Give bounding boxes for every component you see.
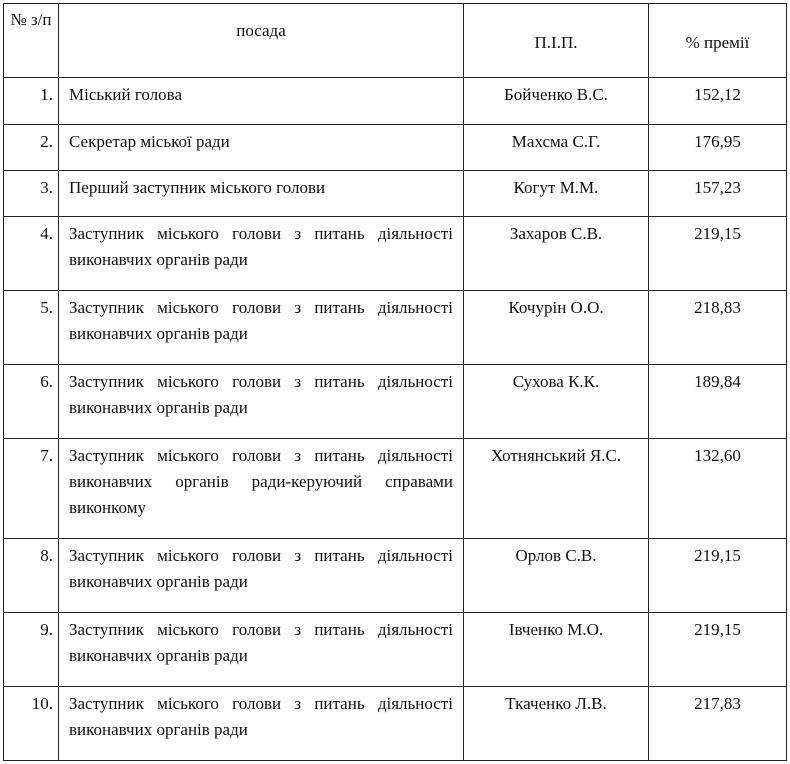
row-position: Заступник міського голови з питань діяль… bbox=[58, 438, 464, 539]
row-bonus: 219,15 bbox=[648, 612, 787, 687]
row-bonus: 218,83 bbox=[648, 290, 787, 365]
row-position: Секретар міської ради bbox=[58, 124, 464, 171]
header-bonus: % премії bbox=[648, 3, 787, 78]
row-num: 1. bbox=[3, 77, 59, 125]
row-num: 3. bbox=[3, 170, 59, 217]
row-num: 10. bbox=[3, 686, 59, 761]
row-num: 6. bbox=[3, 364, 59, 439]
table-row: 3. Перший заступник міського голови Когут … bbox=[3, 170, 787, 217]
row-num: 5. bbox=[3, 290, 59, 365]
row-position: Заступник міського голови з питань діяль… bbox=[58, 290, 464, 365]
table-row: 1. Міський голова Бойченко В.С. 152,12 bbox=[3, 77, 787, 125]
row-num: 9. bbox=[3, 612, 59, 687]
row-name: Когут М.М. bbox=[463, 170, 649, 217]
header-position: посада bbox=[58, 3, 464, 78]
table-row: 2. Секретар міської ради Махсма С.Г. 176,95 bbox=[3, 124, 787, 171]
table-row: 6. Заступник міського голови з питань дія… bbox=[3, 364, 787, 439]
row-bonus: 152,12 bbox=[648, 77, 787, 125]
row-bonus: 157,23 bbox=[648, 170, 787, 217]
row-bonus: 219,15 bbox=[648, 538, 787, 613]
table-row: 9. Заступник міського голови з питань дія… bbox=[3, 612, 787, 687]
row-name: Івченко М.О. bbox=[463, 612, 649, 687]
row-name: Сухова К.К. bbox=[463, 364, 649, 439]
header-num: № з/п bbox=[3, 3, 59, 78]
row-name: Махсма С.Г. bbox=[463, 124, 649, 171]
table-row: 7. Заступник міського голови з питань дія… bbox=[3, 438, 787, 539]
row-name: Хотнянський Я.С. bbox=[463, 438, 649, 539]
row-position: Міський голова bbox=[58, 77, 464, 125]
row-position: Заступник міського голови з питань діяль… bbox=[58, 612, 464, 687]
table-row: 4. Заступник міського голови з питань дія… bbox=[3, 216, 787, 291]
row-name: Бойченко В.С. bbox=[463, 77, 649, 125]
row-position: Заступник міського голови з питань діяль… bbox=[58, 686, 464, 761]
header-row: № з/п посада П.І.П. % премії bbox=[3, 3, 787, 78]
row-name: Ткаченко Л.В. bbox=[463, 686, 649, 761]
row-position: Заступник міського голови з питань діяль… bbox=[58, 216, 464, 291]
table-row: 10. Заступник міського голови з питань ді… bbox=[3, 686, 787, 761]
row-name: Кочурін О.О. bbox=[463, 290, 649, 365]
row-bonus: 132,60 bbox=[648, 438, 787, 539]
row-name: Захаров С.В. bbox=[463, 216, 649, 291]
row-num: 2. bbox=[3, 124, 59, 171]
table-row: 5. Заступник міського голови з питань дія… bbox=[3, 290, 787, 365]
row-position: Заступник міського голови з питань діяль… bbox=[58, 364, 464, 439]
header-name: П.І.П. bbox=[463, 3, 649, 78]
row-num: 8. bbox=[3, 538, 59, 613]
row-bonus: 176,95 bbox=[648, 124, 787, 171]
row-position: Заступник міського голови з питань діяль… bbox=[58, 538, 464, 613]
row-bonus: 219,15 bbox=[648, 216, 787, 291]
row-bonus: 189,84 bbox=[648, 364, 787, 439]
row-position: Перший заступник міського голови bbox=[58, 170, 464, 217]
row-name: Орлов С.В. bbox=[463, 538, 649, 613]
row-num: 7. bbox=[3, 438, 59, 539]
row-bonus: 217,83 bbox=[648, 686, 787, 761]
row-num: 4. bbox=[3, 216, 59, 291]
bonus-table: № з/п посада П.І.П. % премії 1. Міський г… bbox=[3, 3, 787, 761]
table-row: 8. Заступник міського голови з питань дія… bbox=[3, 538, 787, 613]
